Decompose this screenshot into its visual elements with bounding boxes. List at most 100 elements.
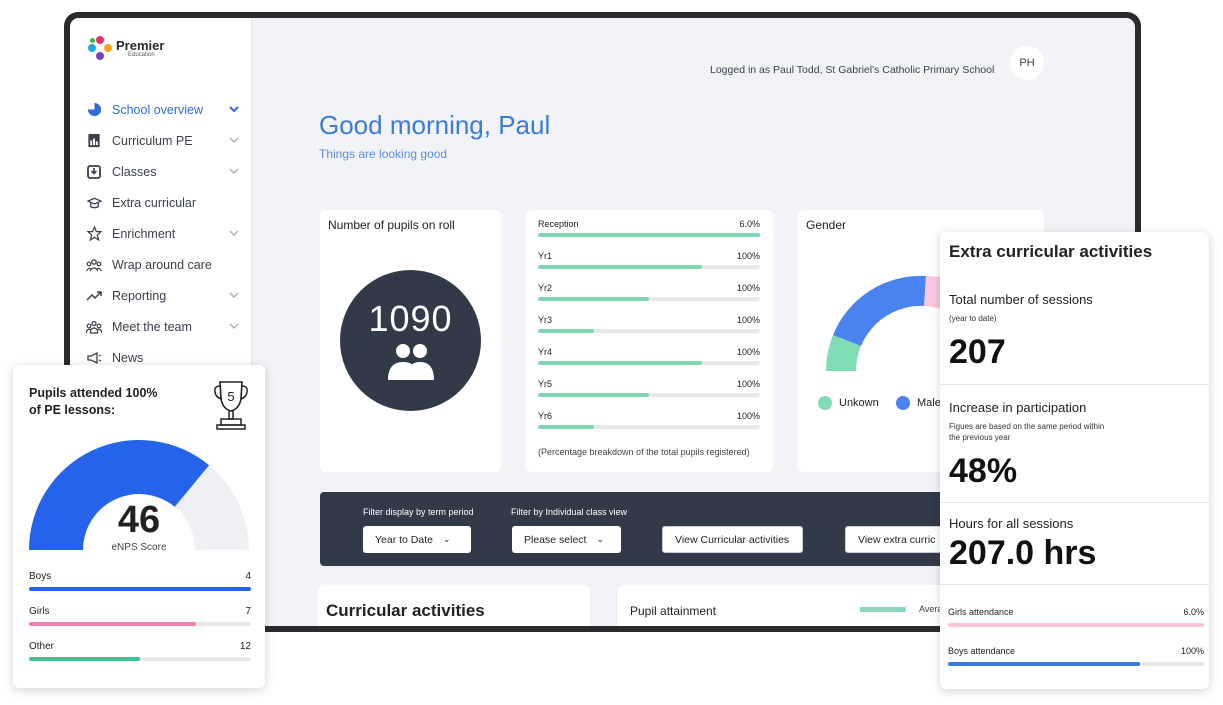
class-view-select[interactable]: Please select ⌄ (512, 526, 621, 553)
pupil-count-circle: 1090 (340, 270, 481, 411)
year-value: 100% (736, 347, 760, 357)
chevron-down-icon[interactable] (228, 103, 240, 115)
sidebar-item-extra-curricular[interactable]: Extra curricular (86, 187, 242, 218)
increase-label: Increase in participation (949, 400, 1087, 415)
legend-dot (896, 396, 910, 410)
sessions-label: Total number of sessions (949, 292, 1093, 307)
card-title: Gender (806, 218, 847, 232)
year-value: 100% (736, 315, 760, 325)
graduation-cap-icon (86, 195, 102, 211)
sidebar-item-classes[interactable]: Classes (86, 156, 242, 187)
chevron-down-icon[interactable] (228, 227, 240, 239)
year-label: Yr1 (538, 251, 553, 261)
hours-value: 207.0 hrs (949, 534, 1097, 572)
chevron-down-icon[interactable] (228, 320, 240, 332)
trophy-icon: 5 (214, 381, 248, 430)
sidebar-item-news[interactable]: News (86, 342, 242, 373)
year-label: Yr3 (538, 315, 553, 325)
gauge-fill (28, 439, 210, 550)
megaphone-icon (86, 350, 102, 366)
legend-item-male: Male (896, 396, 941, 410)
stat-value: 12 (239, 641, 251, 652)
pupils-on-roll-card: Number of pupils on roll 1090 (320, 210, 501, 472)
attendance-label: Boys attendance (948, 646, 1016, 656)
progress-fill (948, 662, 1140, 666)
class-view-value: Please select (524, 533, 587, 546)
title-line: Pupils attended 100% (29, 386, 158, 400)
progress-fill (29, 587, 251, 591)
sidebar-item-enrichment[interactable]: Enrichment (86, 218, 242, 249)
sidebar-item-meet-the-team[interactable]: Meet the team (86, 311, 242, 342)
view-curricular-button[interactable]: View Curricular activities (662, 526, 803, 553)
stat-value: 7 (245, 606, 251, 617)
avatar[interactable]: PH (1010, 46, 1044, 80)
progress-track (538, 329, 760, 333)
page-subtitle: Things are looking good (319, 147, 448, 161)
trend-up-icon (86, 288, 102, 304)
sidebar-item-curriculum-pe[interactable]: Curriculum PE (86, 125, 242, 156)
document-chart-icon (86, 133, 102, 149)
title-line: of PE lessons: (29, 403, 116, 417)
donut-segment-unknown (825, 335, 861, 371)
year-breakdown-note: (Percentage breakdown of the total pupil… (538, 447, 750, 457)
year-label: Yr5 (538, 379, 553, 389)
sessions-value: 207 (949, 333, 1006, 371)
sidebar-item-reporting[interactable]: Reporting (86, 280, 242, 311)
year-value: 6.0% (739, 219, 760, 229)
progress-fill (538, 297, 649, 301)
chevron-down-icon[interactable] (228, 134, 240, 146)
sidebar-nav: School overview Curriculum PE (86, 94, 242, 373)
increase-sublabel-1: Figues are based on the same period with… (949, 422, 1105, 431)
sidebar-item-school-overview[interactable]: School overview (86, 94, 242, 125)
donut-segment-male (833, 275, 926, 346)
brand-name: Premier (116, 37, 165, 53)
term-period-select[interactable]: Year to Date ⌄ (363, 526, 471, 553)
chevron-down-icon: ⌄ (443, 534, 451, 544)
sidebar-item-label: Enrichment (112, 226, 176, 241)
legend-swatch (860, 607, 906, 612)
team-icon (86, 319, 102, 335)
stat-label: Other (29, 641, 55, 652)
year-value: 100% (736, 283, 760, 293)
chevron-down-icon[interactable] (228, 165, 240, 177)
logo-mark-icon (88, 36, 112, 60)
progress-track (538, 233, 760, 237)
download-box-icon (86, 164, 102, 180)
progress-track (538, 425, 760, 429)
increase-sublabel-2: the previous year (949, 433, 1011, 442)
term-filter-label: Filter display by term period (363, 507, 474, 517)
progress-track (29, 587, 251, 591)
year-label: Yr6 (538, 411, 553, 421)
progress-track (538, 361, 760, 365)
sidebar-item-label: News (112, 350, 144, 365)
brand-logo[interactable]: Premier Education (88, 36, 164, 60)
sidebar-item-label: Extra curricular (112, 195, 197, 210)
sidebar-item-label: Meet the team (112, 319, 192, 334)
year-value: 100% (736, 251, 760, 261)
attendance-label: Girls attendance (948, 607, 1014, 617)
year-label: Yr4 (538, 347, 553, 357)
progress-fill (538, 233, 760, 237)
divider (940, 584, 1209, 585)
people-group-icon (86, 257, 102, 273)
pe-attendance-card: Pupils attended 100% of PE lessons: 5 46… (13, 365, 265, 688)
sidebar-item-label: Classes (112, 164, 157, 179)
progress-fill (538, 329, 594, 333)
sidebar-item-wrap-around-care[interactable]: Wrap around care (86, 249, 242, 280)
legend-dot (818, 396, 832, 410)
divider (940, 384, 1209, 385)
stat-label: Girls (29, 606, 50, 617)
card-title: Curricular activities (326, 601, 485, 620)
chevron-down-icon[interactable] (228, 289, 240, 301)
legend-label: Avera (919, 604, 943, 614)
chevron-down-icon: ⌄ (596, 534, 604, 544)
year-breakdown-card: (Percentage breakdown of the total pupil… (526, 210, 773, 472)
card-title: Number of pupils on roll (328, 218, 455, 232)
pupil-attainment-card: Pupil attainment Avera (618, 585, 948, 626)
pie-chart-icon (86, 102, 102, 118)
progress-track (948, 623, 1204, 627)
term-period-value: Year to Date (375, 533, 433, 546)
star-icon (86, 226, 102, 242)
year-label: Yr2 (538, 283, 553, 293)
sessions-sublabel: (year to date) (949, 314, 997, 323)
